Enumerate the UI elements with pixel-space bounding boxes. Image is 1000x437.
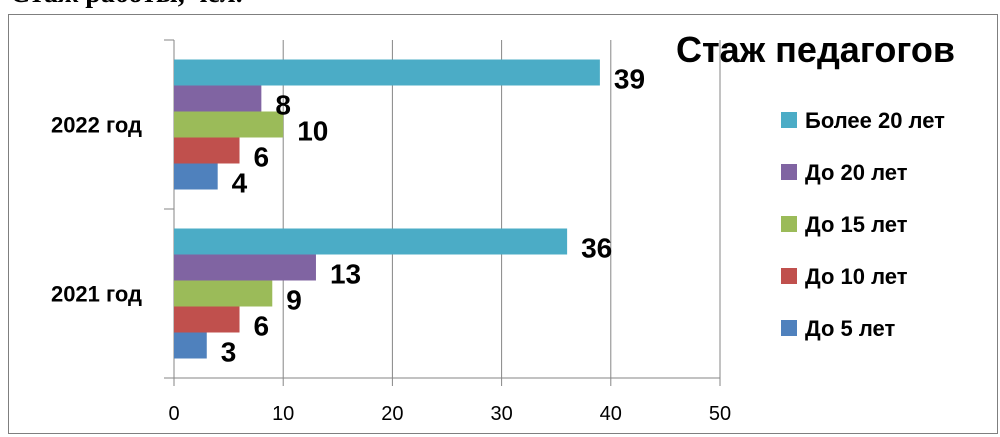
bar — [174, 85, 262, 112]
legend-swatch — [781, 216, 797, 232]
legend-label: Более 20 лет — [805, 108, 945, 133]
bar — [174, 306, 240, 333]
x-tick-label: 40 — [600, 403, 622, 425]
data-label: 8 — [275, 90, 291, 121]
data-label: 39 — [614, 64, 645, 95]
data-label: 13 — [330, 259, 361, 290]
legend-label: До 20 лет — [805, 160, 908, 185]
legend-swatch — [781, 112, 797, 128]
chart-title: Стаж педагогов — [676, 29, 955, 70]
data-label: 6 — [254, 142, 270, 173]
category-label: 2021 год — [51, 282, 142, 307]
x-tick-label: 10 — [272, 403, 294, 425]
category-label: 2022 год — [51, 113, 142, 138]
bar — [174, 280, 273, 307]
legend-label: До 5 лет — [805, 316, 895, 341]
bar — [174, 59, 600, 86]
x-tick-label: 50 — [709, 403, 731, 425]
data-label: 36 — [581, 233, 612, 264]
legend-swatch — [781, 268, 797, 284]
data-label: 4 — [232, 168, 248, 199]
legend-swatch — [781, 320, 797, 336]
legend-label: До 15 лет — [805, 212, 908, 237]
bar — [174, 111, 284, 138]
document-heading: Стаж работы, чел. — [10, 0, 243, 10]
bar — [174, 163, 218, 190]
bar — [174, 137, 240, 164]
bar — [174, 254, 316, 281]
x-tick-label: 20 — [381, 403, 403, 425]
bar — [174, 228, 568, 255]
legend-swatch — [781, 164, 797, 180]
data-label: 6 — [254, 311, 270, 342]
data-label: 9 — [286, 285, 302, 316]
legend-label: До 10 лет — [805, 264, 908, 289]
data-label: 10 — [297, 116, 328, 147]
x-tick-label: 0 — [168, 403, 179, 425]
bar — [174, 332, 207, 359]
x-tick-label: 30 — [490, 403, 512, 425]
data-label: 3 — [221, 337, 237, 368]
